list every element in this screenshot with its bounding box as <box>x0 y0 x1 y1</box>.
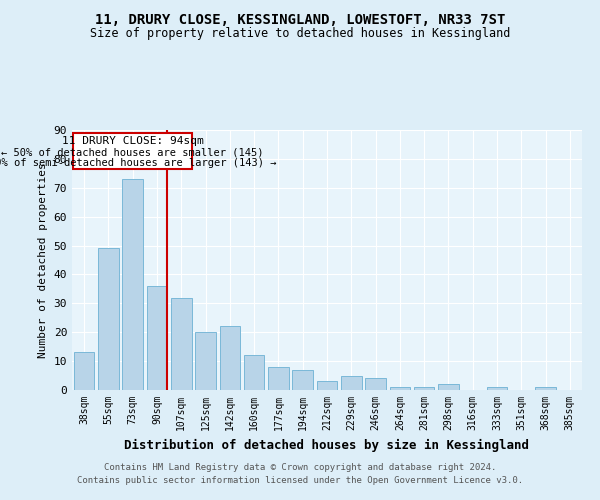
Bar <box>171 298 191 390</box>
Bar <box>195 332 216 390</box>
Bar <box>317 382 337 390</box>
Text: 11 DRURY CLOSE: 94sqm: 11 DRURY CLOSE: 94sqm <box>62 136 203 146</box>
Text: Contains HM Land Registry data © Crown copyright and database right 2024.
Contai: Contains HM Land Registry data © Crown c… <box>77 464 523 485</box>
Bar <box>414 387 434 390</box>
Bar <box>389 387 410 390</box>
Bar <box>341 376 362 390</box>
Text: Size of property relative to detached houses in Kessingland: Size of property relative to detached ho… <box>90 28 510 40</box>
X-axis label: Distribution of detached houses by size in Kessingland: Distribution of detached houses by size … <box>125 438 530 452</box>
Bar <box>487 387 508 390</box>
Bar <box>98 248 119 390</box>
Bar <box>438 384 459 390</box>
Text: 11, DRURY CLOSE, KESSINGLAND, LOWESTOFT, NR33 7ST: 11, DRURY CLOSE, KESSINGLAND, LOWESTOFT,… <box>95 12 505 26</box>
Text: 49% of semi-detached houses are larger (143) →: 49% of semi-detached houses are larger (… <box>0 158 277 168</box>
Bar <box>244 356 265 390</box>
Text: ← 50% of detached houses are smaller (145): ← 50% of detached houses are smaller (14… <box>1 148 264 158</box>
Bar <box>122 179 143 390</box>
Bar <box>268 367 289 390</box>
Bar <box>535 387 556 390</box>
Bar <box>74 352 94 390</box>
Y-axis label: Number of detached properties: Number of detached properties <box>38 162 48 358</box>
FancyBboxPatch shape <box>73 133 192 169</box>
Bar <box>365 378 386 390</box>
Bar <box>146 286 167 390</box>
Bar <box>292 370 313 390</box>
Bar <box>220 326 240 390</box>
